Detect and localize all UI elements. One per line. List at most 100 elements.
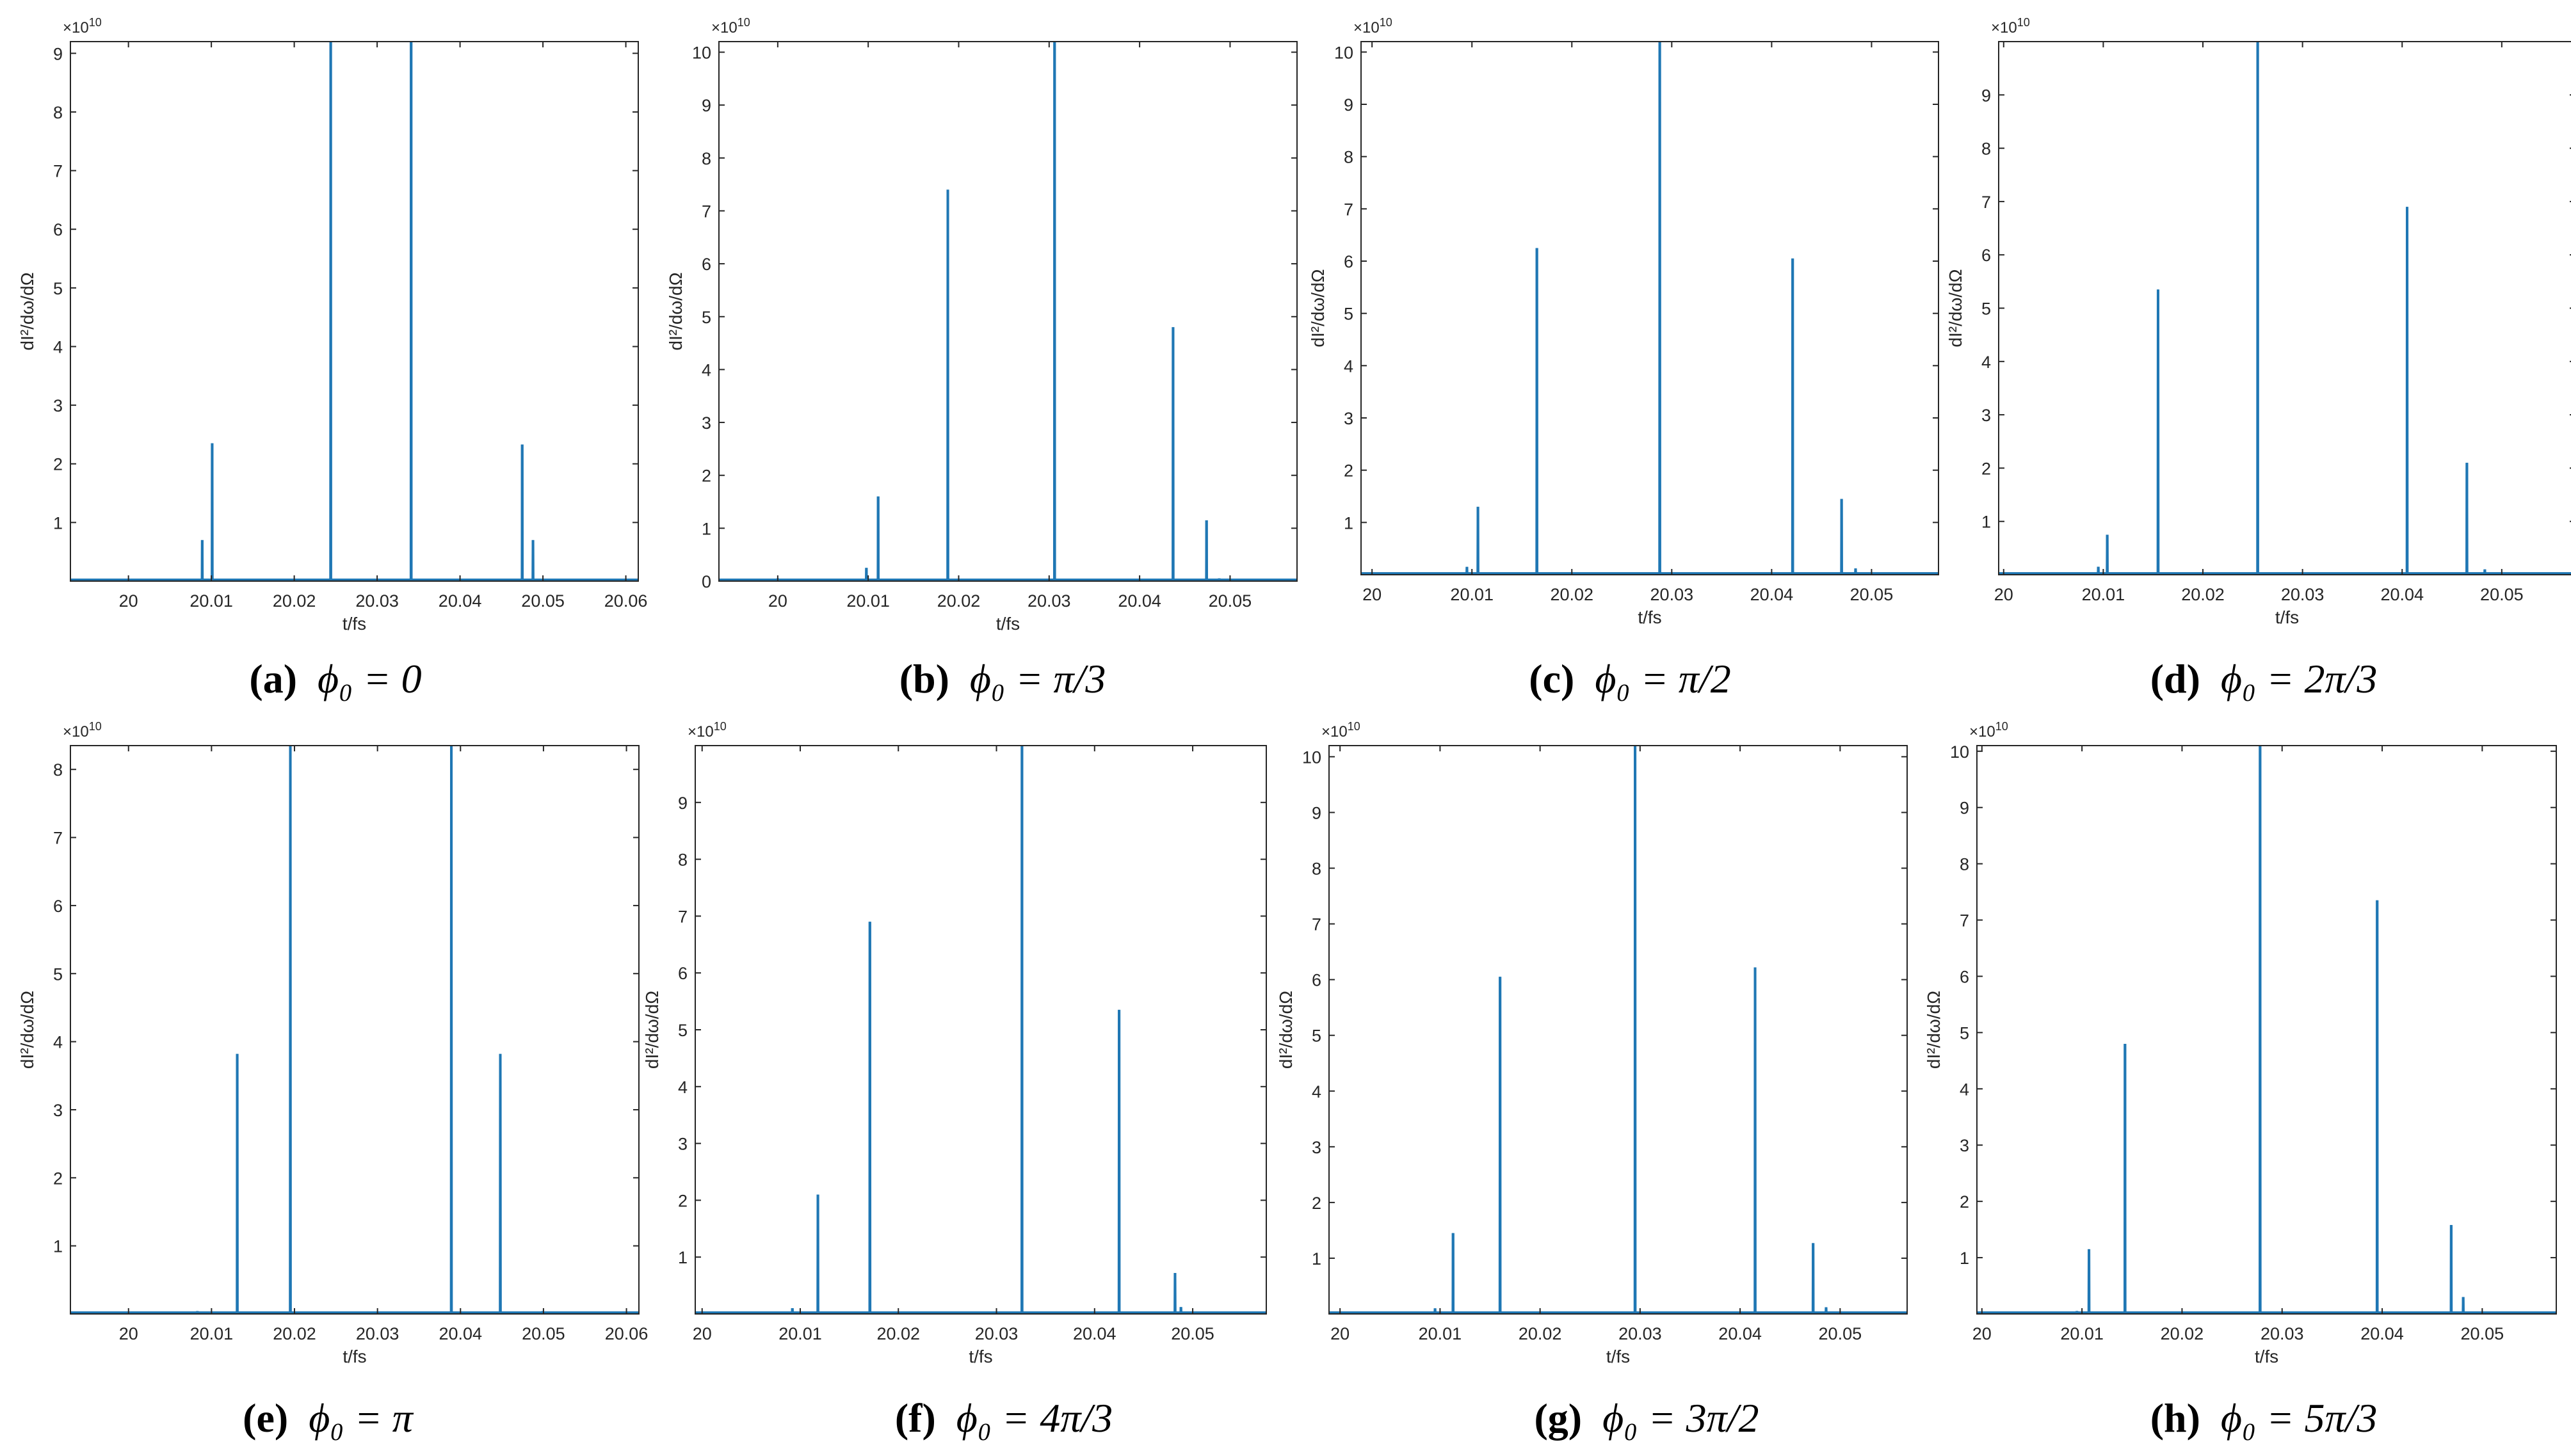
plot-area	[1999, 42, 2571, 575]
plot-area	[719, 42, 1297, 581]
y-tick-label: 1	[678, 1248, 688, 1267]
y-tick-label: 3	[1344, 409, 1353, 428]
y-tick-label: 7	[1960, 911, 1969, 931]
x-tick-label: 20.01	[2082, 585, 2125, 604]
y-tick-label: 10	[692, 44, 711, 63]
y-tick-label: 5	[678, 1021, 688, 1040]
y-tick-label: 2	[678, 1191, 688, 1210]
x-tick-label: 20	[1330, 1324, 1350, 1343]
x-axis-label: t/fs	[2275, 607, 2299, 627]
axes-box	[70, 745, 640, 1315]
y-axis-label: dI²/dω/dΩ	[1946, 269, 1965, 347]
y-tick-label: 8	[1960, 855, 1969, 874]
x-tick-label: 20	[768, 591, 787, 611]
y-tick-label: 1	[702, 519, 711, 538]
y-tick-label: 6	[678, 964, 688, 983]
x-tick-label: 20.02	[937, 591, 981, 611]
y-tick-label: 8	[1344, 148, 1353, 167]
x-tick-label: 20.02	[273, 591, 316, 611]
x-tick-label: 20.03	[2261, 1324, 2304, 1343]
y-tick-label: 5	[1981, 300, 1991, 319]
plot-area	[1977, 746, 2556, 1314]
y-tick-label: 1	[53, 513, 63, 532]
y-axis-label: dI²/dω/dΩ	[666, 272, 686, 350]
y-exponent-label: ×1010	[1353, 16, 1392, 36]
panel-caption-f: (f) ϕ₀ = 4π/3	[895, 1398, 1113, 1439]
x-tick-label: 20.05	[1171, 1324, 1214, 1343]
y-tick-label: 8	[702, 149, 711, 168]
y-tick-label: 8	[1981, 140, 1991, 159]
x-tick-label: 20	[1972, 1324, 1992, 1343]
y-tick-label: 9	[53, 44, 63, 63]
data-line	[70, 41, 638, 581]
y-tick-label: 5	[53, 964, 63, 984]
x-axis-label: t/fs	[343, 614, 366, 634]
x-tick-label: 20.06	[604, 591, 648, 611]
y-tick-label: 4	[1312, 1082, 1321, 1101]
y-tick-label: 10	[1302, 748, 1321, 767]
y-tick-label: 7	[1981, 193, 1991, 212]
y-tick-label: 9	[1981, 86, 1991, 105]
x-tick-label: 20.04	[439, 591, 482, 611]
x-tick-label: 20.04	[1718, 1324, 1762, 1343]
y-tick-label: 4	[702, 360, 711, 380]
y-exponent-label: ×1010	[63, 720, 102, 740]
x-tick-label: 20.02	[2181, 585, 2225, 604]
plot-area	[1361, 42, 1938, 575]
x-tick-label: 20.03	[356, 1324, 399, 1343]
panel-caption-b: (b) ϕ₀ = π/3	[899, 659, 1106, 700]
y-tick-label: 9	[1960, 799, 1969, 818]
x-tick-label: 20.01	[189, 591, 233, 611]
y-tick-label: 2	[1981, 459, 1991, 478]
panel-caption-h: (h) ϕ₀ = 5π/3	[2150, 1398, 2378, 1439]
y-tick-label: 4	[53, 337, 63, 356]
caption-equation: ϕ₀ = π	[309, 1395, 413, 1441]
plot-area	[70, 746, 639, 1314]
y-tick-label: 4	[678, 1078, 688, 1097]
x-tick-label: 20.04	[439, 1324, 482, 1343]
y-tick-label: 2	[1312, 1194, 1321, 1213]
y-exponent-label: ×1010	[1321, 720, 1360, 740]
y-tick-label: 5	[1312, 1027, 1321, 1046]
caption-label: (h)	[2150, 1395, 2200, 1441]
y-tick-label: 6	[53, 220, 63, 239]
axes-box	[718, 41, 1298, 582]
y-tick-label: 7	[53, 162, 63, 181]
y-tick-label: 3	[702, 413, 711, 433]
y-tick-label: 5	[1344, 305, 1353, 324]
x-axis-label: t/fs	[1606, 1347, 1630, 1366]
x-tick-label: 20.01	[190, 1324, 234, 1343]
x-tick-label: 20.05	[1819, 1324, 1862, 1343]
y-tick-label: 6	[1960, 967, 1969, 986]
x-axis-label: t/fs	[343, 1347, 366, 1366]
y-tick-label: 10	[1334, 43, 1353, 62]
y-axis-label: dI²/dω/dΩ	[1308, 269, 1328, 347]
x-tick-label: 20	[119, 1324, 138, 1343]
x-tick-label: 20	[1994, 585, 2013, 604]
y-exponent-label: ×1010	[688, 720, 727, 740]
y-tick-label: 6	[1312, 971, 1321, 990]
caption-equation: ϕ₀ = 0	[318, 656, 422, 701]
caption-equation: ϕ₀ = 2π/3	[2220, 656, 2378, 701]
y-tick-label: 2	[53, 1169, 63, 1188]
caption-equation: ϕ₀ = π/3	[969, 656, 1106, 701]
plot-area	[70, 42, 638, 581]
y-tick-label: 8	[53, 103, 63, 122]
x-tick-label: 20.05	[1850, 585, 1894, 604]
caption-label: (f)	[894, 1395, 936, 1441]
y-exponent-label: ×1010	[1991, 16, 2030, 36]
y-tick-label: 8	[1312, 860, 1321, 879]
y-tick-label: 6	[53, 897, 63, 916]
x-axis-label: t/fs	[2255, 1347, 2278, 1366]
x-tick-label: 20.02	[1519, 1324, 1562, 1343]
y-tick-label: 10	[1950, 742, 1969, 762]
y-tick-label: 9	[1344, 95, 1353, 115]
x-tick-label: 20.01	[2060, 1324, 2104, 1343]
x-tick-label: 20	[693, 1324, 712, 1343]
y-tick-label: 6	[702, 255, 711, 274]
y-tick-label: 5	[702, 308, 711, 327]
x-tick-label: 20.06	[605, 1324, 649, 1343]
x-tick-label: 20.02	[1550, 585, 1593, 604]
